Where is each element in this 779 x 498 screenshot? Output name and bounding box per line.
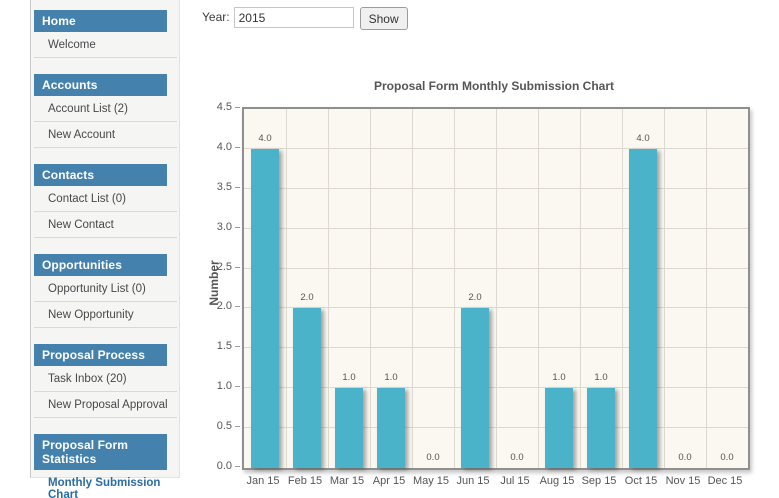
- gridline-vertical: [286, 109, 287, 468]
- gridline-vertical: [622, 109, 623, 468]
- y-axis-tick-mark: [235, 266, 240, 268]
- y-axis-tick-label: 2.5: [216, 260, 232, 273]
- y-axis-tick-mark: [235, 466, 240, 467]
- y-axis-tick-mark: [235, 146, 240, 148]
- y-axis-tick-mark: [235, 386, 240, 388]
- y-axis-tick-mark: [235, 346, 240, 348]
- bar-value-label: 2.0: [468, 292, 482, 304]
- sidebar-item-new-opportunity[interactable]: New Opportunity: [34, 302, 177, 328]
- bar-value-label: 0.0: [720, 452, 734, 463]
- bar-value-label: 4.0: [258, 132, 272, 144]
- sidebar-item-welcome[interactable]: Welcome: [34, 32, 177, 58]
- y-axis-tick-label: 3.5: [216, 180, 232, 193]
- show-button[interactable]: Show: [359, 7, 408, 30]
- bar-value-label: 1.0: [594, 372, 608, 384]
- chart-plot-area: 4.0 2.0 1.0 1.0 0.0 2.0 0.0 1.0 1.0 4.0 0.0 0.0: [242, 107, 750, 470]
- sidebar-item-account-list[interactable]: Account List (2): [34, 96, 177, 122]
- sidebar-header-accounts: Accounts: [34, 74, 167, 96]
- x-axis-tick-label: Nov 15: [665, 475, 701, 487]
- sidebar-section-accounts: Accounts Account List (2) New Account: [34, 74, 177, 148]
- sidebar-item-new-contact[interactable]: New Contact: [34, 212, 177, 238]
- x-axis-tick-label: Aug 15: [539, 475, 575, 487]
- y-axis-tick-label: 4.0: [216, 140, 232, 153]
- bar-jun-15: [461, 308, 489, 468]
- sidebar-header-proposal-process: Proposal Process: [34, 344, 167, 366]
- x-axis-tick-label: May 15: [412, 475, 450, 487]
- x-axis-tick-label: Apr 15: [372, 475, 406, 487]
- bar-value-label: 2.0: [300, 292, 314, 304]
- bar-apr-15: [377, 388, 405, 468]
- sidebar-item-monthly-submission-chart[interactable]: Monthly Submission Chart: [34, 470, 177, 498]
- x-axis-tick-label: Sep 15: [581, 475, 617, 487]
- sidebar-header-opportunities: Opportunities: [34, 254, 167, 276]
- y-axis-tick-mark: [235, 107, 240, 108]
- gridline-vertical: [454, 109, 455, 468]
- y-axis-tick-label: 1.5: [216, 340, 232, 353]
- bar-value-label: 1.0: [552, 372, 566, 384]
- gridline-vertical: [538, 109, 539, 468]
- sidebar-item-new-account[interactable]: New Account: [34, 122, 177, 148]
- bar-mar-15: [335, 388, 363, 468]
- year-filter-form: Year: Show: [202, 7, 408, 30]
- sidebar-header-home: Home: [34, 10, 167, 32]
- y-axis-tick-label: 1.0: [216, 380, 232, 393]
- x-axis-tick-label: Jan 15: [246, 475, 280, 487]
- y-axis-tick-mark: [235, 226, 240, 228]
- gridline-vertical: [328, 109, 329, 468]
- bar-value-label: 0.0: [510, 452, 524, 463]
- sidebar-item-task-inbox[interactable]: Task Inbox (20): [34, 366, 177, 392]
- y-axis-tick-mark: [235, 426, 240, 428]
- bar-aug-15: [545, 388, 573, 468]
- y-axis-tick-mark: [235, 186, 240, 188]
- x-axis-tick-label: Dec 15: [707, 475, 743, 487]
- gridline-vertical: [664, 109, 665, 468]
- gridline-vertical: [706, 109, 707, 468]
- bar-jan-15: [251, 148, 279, 468]
- x-axis-tick-label: Oct 15: [624, 475, 658, 487]
- year-input[interactable]: [233, 7, 354, 28]
- sidebar-section-opportunities: Opportunities Opportunity List (0) New O…: [34, 254, 177, 328]
- sidebar-section-proposal-process: Proposal Process Task Inbox (20) New Pro…: [34, 344, 177, 418]
- sidebar-item-contact-list[interactable]: Contact List (0): [34, 186, 177, 212]
- x-axis-tick-label: Mar 15: [329, 475, 365, 487]
- bar-sep-15: [587, 388, 615, 468]
- y-axis-tick-label: 4.5: [216, 101, 232, 113]
- gridline-vertical: [412, 109, 413, 468]
- bar-value-label: 4.0: [636, 132, 650, 144]
- sidebar-section-contacts: Contacts Contact List (0) New Contact: [34, 164, 177, 238]
- x-axis-tick-label: Feb 15: [287, 475, 323, 487]
- y-axis-tick-label: 2.0: [216, 300, 232, 313]
- gridline-vertical: [370, 109, 371, 468]
- year-label: Year:: [202, 10, 230, 24]
- chart-title: Proposal Form Monthly Submission Chart: [373, 79, 615, 93]
- sidebar-section-proposal-form-statistics: Proposal Form Statistics Monthly Submiss…: [34, 434, 167, 498]
- bar-oct-15: [629, 148, 657, 468]
- sidebar-section-home: Home Welcome: [34, 10, 177, 58]
- sidebar-header-contacts: Contacts: [34, 164, 167, 186]
- bar-value-label: 1.0: [384, 372, 398, 384]
- x-axis-tick-label: Jun 15: [456, 475, 490, 487]
- bar-value-label: 1.0: [342, 372, 356, 384]
- y-axis-tick-label: 0.5: [216, 420, 232, 433]
- bar-feb-15: [293, 308, 321, 468]
- sidebar-item-new-proposal-approval[interactable]: New Proposal Approval: [34, 392, 177, 418]
- sidebar-item-opportunity-list[interactable]: Opportunity List (0): [34, 276, 177, 302]
- gridline-vertical: [580, 109, 581, 468]
- x-axis-tick-label: Jul 15: [500, 475, 530, 487]
- y-axis-tick-label: 0.0: [216, 460, 232, 472]
- bar-value-label: 0.0: [426, 452, 440, 463]
- gridline-vertical: [496, 109, 497, 468]
- y-axis-tick-mark: [235, 306, 240, 308]
- bar-value-label: 0.0: [678, 452, 692, 463]
- y-axis-tick-label: 3.0: [216, 220, 232, 233]
- sidebar-nav: Home Welcome Accounts Account List (2) N…: [30, 0, 180, 498]
- sidebar-header-proposal-form-statistics: Proposal Form Statistics: [34, 434, 167, 470]
